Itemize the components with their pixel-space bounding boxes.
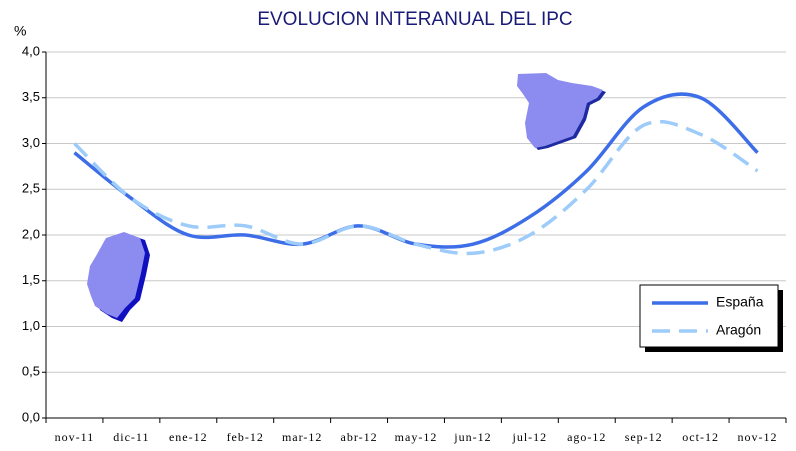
y-tick-label: 0,0 — [22, 409, 40, 424]
x-tick-label: oct-12 — [682, 430, 719, 444]
y-tick-label: 4,0 — [22, 43, 40, 58]
x-tick-label: nov-11 — [55, 430, 95, 444]
x-tick-label: mar-12 — [282, 430, 322, 444]
x-tick-label: ago-12 — [567, 430, 606, 444]
y-tick-label: 2,0 — [22, 226, 40, 241]
legend-label: Aragón — [716, 322, 761, 338]
grid — [46, 51, 786, 419]
y-tick-label: 0,5 — [22, 364, 40, 379]
y-tick-label: 3,0 — [22, 135, 40, 150]
y-axis-label: % — [14, 23, 26, 39]
y-tick-label: 2,5 — [22, 181, 40, 196]
x-tick-label: jun-12 — [453, 430, 491, 444]
x-tick-label: sep-12 — [625, 430, 663, 444]
series-line — [73, 119, 759, 256]
x-tick-label: may-12 — [395, 430, 438, 444]
map-decoration — [87, 73, 606, 322]
x-tick-label: abr-12 — [341, 430, 378, 444]
chart-title: EVOLUCION INTERANUAL DEL IPC — [257, 9, 572, 30]
x-tick-label: ene-12 — [169, 430, 208, 444]
x-tick-label: dic-11 — [113, 430, 149, 444]
x-tick-label: feb-12 — [227, 430, 264, 444]
x-tick-label: nov-12 — [738, 430, 778, 444]
x-tick-label: jul-12 — [512, 430, 548, 444]
y-tick-label: 1,0 — [22, 318, 40, 333]
y-tick-label: 3,5 — [22, 89, 40, 104]
legend-label: España — [716, 294, 764, 310]
legend — [639, 284, 779, 348]
y-tick-label: 1,5 — [22, 272, 40, 287]
